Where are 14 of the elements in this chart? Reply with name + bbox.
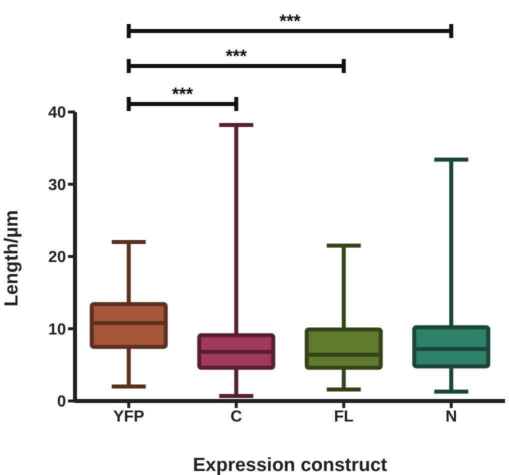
x-tick-label: N (445, 408, 458, 426)
x-axis-title: Expression construct (192, 455, 388, 475)
text: *** (279, 11, 301, 31)
y-tick-label: 40 (48, 104, 66, 122)
y-axis-title: Length/µm (2, 210, 23, 306)
y-tick-label: 20 (48, 249, 66, 266)
y-tick-label: 10 (48, 321, 66, 338)
y-tick-label: 0 (57, 394, 66, 411)
x-tick-label: C (230, 408, 242, 426)
text: *** (226, 46, 247, 66)
text: *** (172, 84, 194, 104)
y-tick-label: 30 (48, 176, 66, 194)
x-tick-label: YFP (113, 408, 145, 426)
x-tick-label: FL (334, 408, 354, 426)
